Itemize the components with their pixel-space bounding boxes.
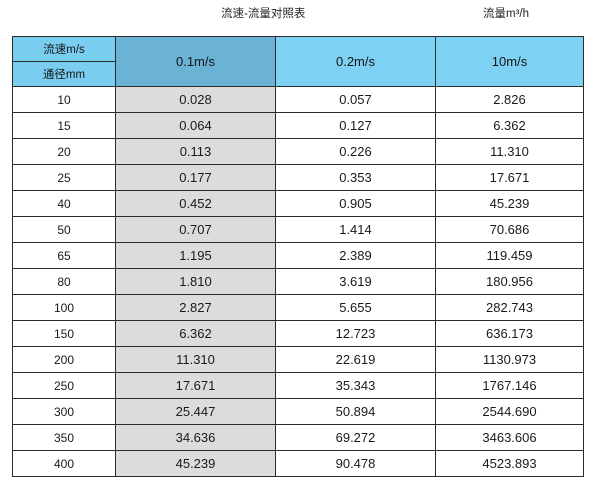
cell-flow-0: 1.195 — [115, 242, 276, 269]
table-row: 350 34.636 69.272 3463.606 — [12, 424, 584, 451]
cell-flow-0: 6.362 — [115, 320, 276, 347]
cell-flow-2: 6.362 — [435, 112, 584, 139]
cell-flow-2: 45.239 — [435, 190, 584, 217]
cell-flow-1: 69.272 — [275, 424, 436, 451]
cell-nominal-diameter: 50 — [12, 216, 116, 243]
cell-flow-2: 4523.893 — [435, 450, 584, 477]
table-row: 50 0.707 1.414 70.686 — [12, 216, 584, 243]
cell-flow-0: 0.064 — [115, 112, 276, 139]
cell-flow-2: 1130.973 — [435, 346, 584, 373]
corner-header-diameter: 通径mm — [12, 61, 116, 87]
table-row: 65 1.195 2.389 119.459 — [12, 242, 584, 269]
table-row: 80 1.810 3.619 180.956 — [12, 268, 584, 295]
table-row: 150 6.362 12.723 636.173 — [12, 320, 584, 347]
column-header-1: 0.2m/s — [275, 36, 436, 87]
table-row: 15 0.064 0.127 6.362 — [12, 112, 584, 139]
column-header-0: 0.1m/s — [115, 36, 276, 87]
cell-nominal-diameter: 150 — [12, 320, 116, 347]
cell-nominal-diameter: 25 — [12, 164, 116, 191]
cell-flow-0: 1.810 — [115, 268, 276, 295]
cell-flow-2: 70.686 — [435, 216, 584, 243]
cell-flow-1: 0.127 — [275, 112, 436, 139]
cell-nominal-diameter: 15 — [12, 112, 116, 139]
flow-unit-label: 流量m³/h — [483, 8, 529, 20]
cell-flow-1: 50.894 — [275, 398, 436, 425]
cell-nominal-diameter: 300 — [12, 398, 116, 425]
cell-flow-1: 0.353 — [275, 164, 436, 191]
table-row: 10 0.028 0.057 2.826 — [12, 86, 584, 113]
cell-flow-0: 34.636 — [115, 424, 276, 451]
cell-nominal-diameter: 100 — [12, 294, 116, 321]
cell-flow-1: 90.478 — [275, 450, 436, 477]
table-row: 25 0.177 0.353 17.671 — [12, 164, 584, 191]
cell-flow-1: 0.057 — [275, 86, 436, 113]
caption-row: 流速-流量对照表 流量m³/h — [0, 0, 600, 36]
chart-title: 流速-流量对照表 — [221, 8, 306, 20]
cell-flow-0: 11.310 — [115, 346, 276, 373]
cell-flow-2: 282.743 — [435, 294, 584, 321]
cell-nominal-diameter: 250 — [12, 372, 116, 399]
cell-nominal-diameter: 350 — [12, 424, 116, 451]
flow-velocity-table-container: 流速m/s 0.1m/s 0.2m/s 10m/s 通径mm 10 0.028 0.… — [12, 36, 584, 477]
cell-flow-1: 22.619 — [275, 346, 436, 373]
table-row: 100 2.827 5.655 282.743 — [12, 294, 584, 321]
table-row: 250 17.671 35.343 1767.146 — [12, 372, 584, 399]
cell-flow-0: 0.707 — [115, 216, 276, 243]
corner-header-velocity: 流速m/s — [12, 36, 116, 62]
column-header-2: 10m/s — [435, 36, 584, 87]
cell-flow-1: 2.389 — [275, 242, 436, 269]
cell-flow-2: 11.310 — [435, 138, 584, 165]
cell-flow-0: 17.671 — [115, 372, 276, 399]
cell-flow-2: 1767.146 — [435, 372, 584, 399]
cell-nominal-diameter: 80 — [12, 268, 116, 295]
cell-flow-2: 2544.690 — [435, 398, 584, 425]
cell-flow-1: 35.343 — [275, 372, 436, 399]
cell-flow-2: 2.826 — [435, 86, 584, 113]
flow-velocity-table: 流速m/s 0.1m/s 0.2m/s 10m/s 通径mm 10 0.028 0.… — [12, 36, 584, 477]
table-row: 200 11.310 22.619 1130.973 — [12, 346, 584, 373]
cell-nominal-diameter: 65 — [12, 242, 116, 269]
cell-flow-0: 0.177 — [115, 164, 276, 191]
cell-nominal-diameter: 200 — [12, 346, 116, 373]
cell-nominal-diameter: 10 — [12, 86, 116, 113]
cell-flow-1: 0.226 — [275, 138, 436, 165]
cell-flow-0: 0.113 — [115, 138, 276, 165]
table-row: 20 0.113 0.226 11.310 — [12, 138, 584, 165]
cell-flow-2: 636.173 — [435, 320, 584, 347]
table-body: 10 0.028 0.057 2.826 15 0.064 0.127 6.362 20 0.11… — [12, 86, 584, 477]
cell-flow-2: 17.671 — [435, 164, 584, 191]
header-row-bottom: 通径mm — [12, 61, 584, 87]
cell-nominal-diameter: 400 — [12, 450, 116, 477]
header-row-top: 流速m/s 0.1m/s 0.2m/s 10m/s — [12, 36, 584, 87]
cell-flow-0: 45.239 — [115, 450, 276, 477]
table-row: 400 45.239 90.478 4523.893 — [12, 450, 584, 477]
cell-flow-1: 0.905 — [275, 190, 436, 217]
cell-nominal-diameter: 20 — [12, 138, 116, 165]
cell-flow-1: 3.619 — [275, 268, 436, 295]
cell-flow-2: 119.459 — [435, 242, 584, 269]
table-row: 300 25.447 50.894 2544.690 — [12, 398, 584, 425]
cell-flow-2: 3463.606 — [435, 424, 584, 451]
cell-flow-0: 0.452 — [115, 190, 276, 217]
cell-flow-1: 5.655 — [275, 294, 436, 321]
cell-flow-1: 12.723 — [275, 320, 436, 347]
table-row: 40 0.452 0.905 45.239 — [12, 190, 584, 217]
cell-flow-0: 2.827 — [115, 294, 276, 321]
cell-flow-0: 0.028 — [115, 86, 276, 113]
cell-nominal-diameter: 40 — [12, 190, 116, 217]
cell-flow-2: 180.956 — [435, 268, 584, 295]
cell-flow-0: 25.447 — [115, 398, 276, 425]
table-header: 流速m/s 0.1m/s 0.2m/s 10m/s 通径mm — [12, 36, 584, 87]
cell-flow-1: 1.414 — [275, 216, 436, 243]
